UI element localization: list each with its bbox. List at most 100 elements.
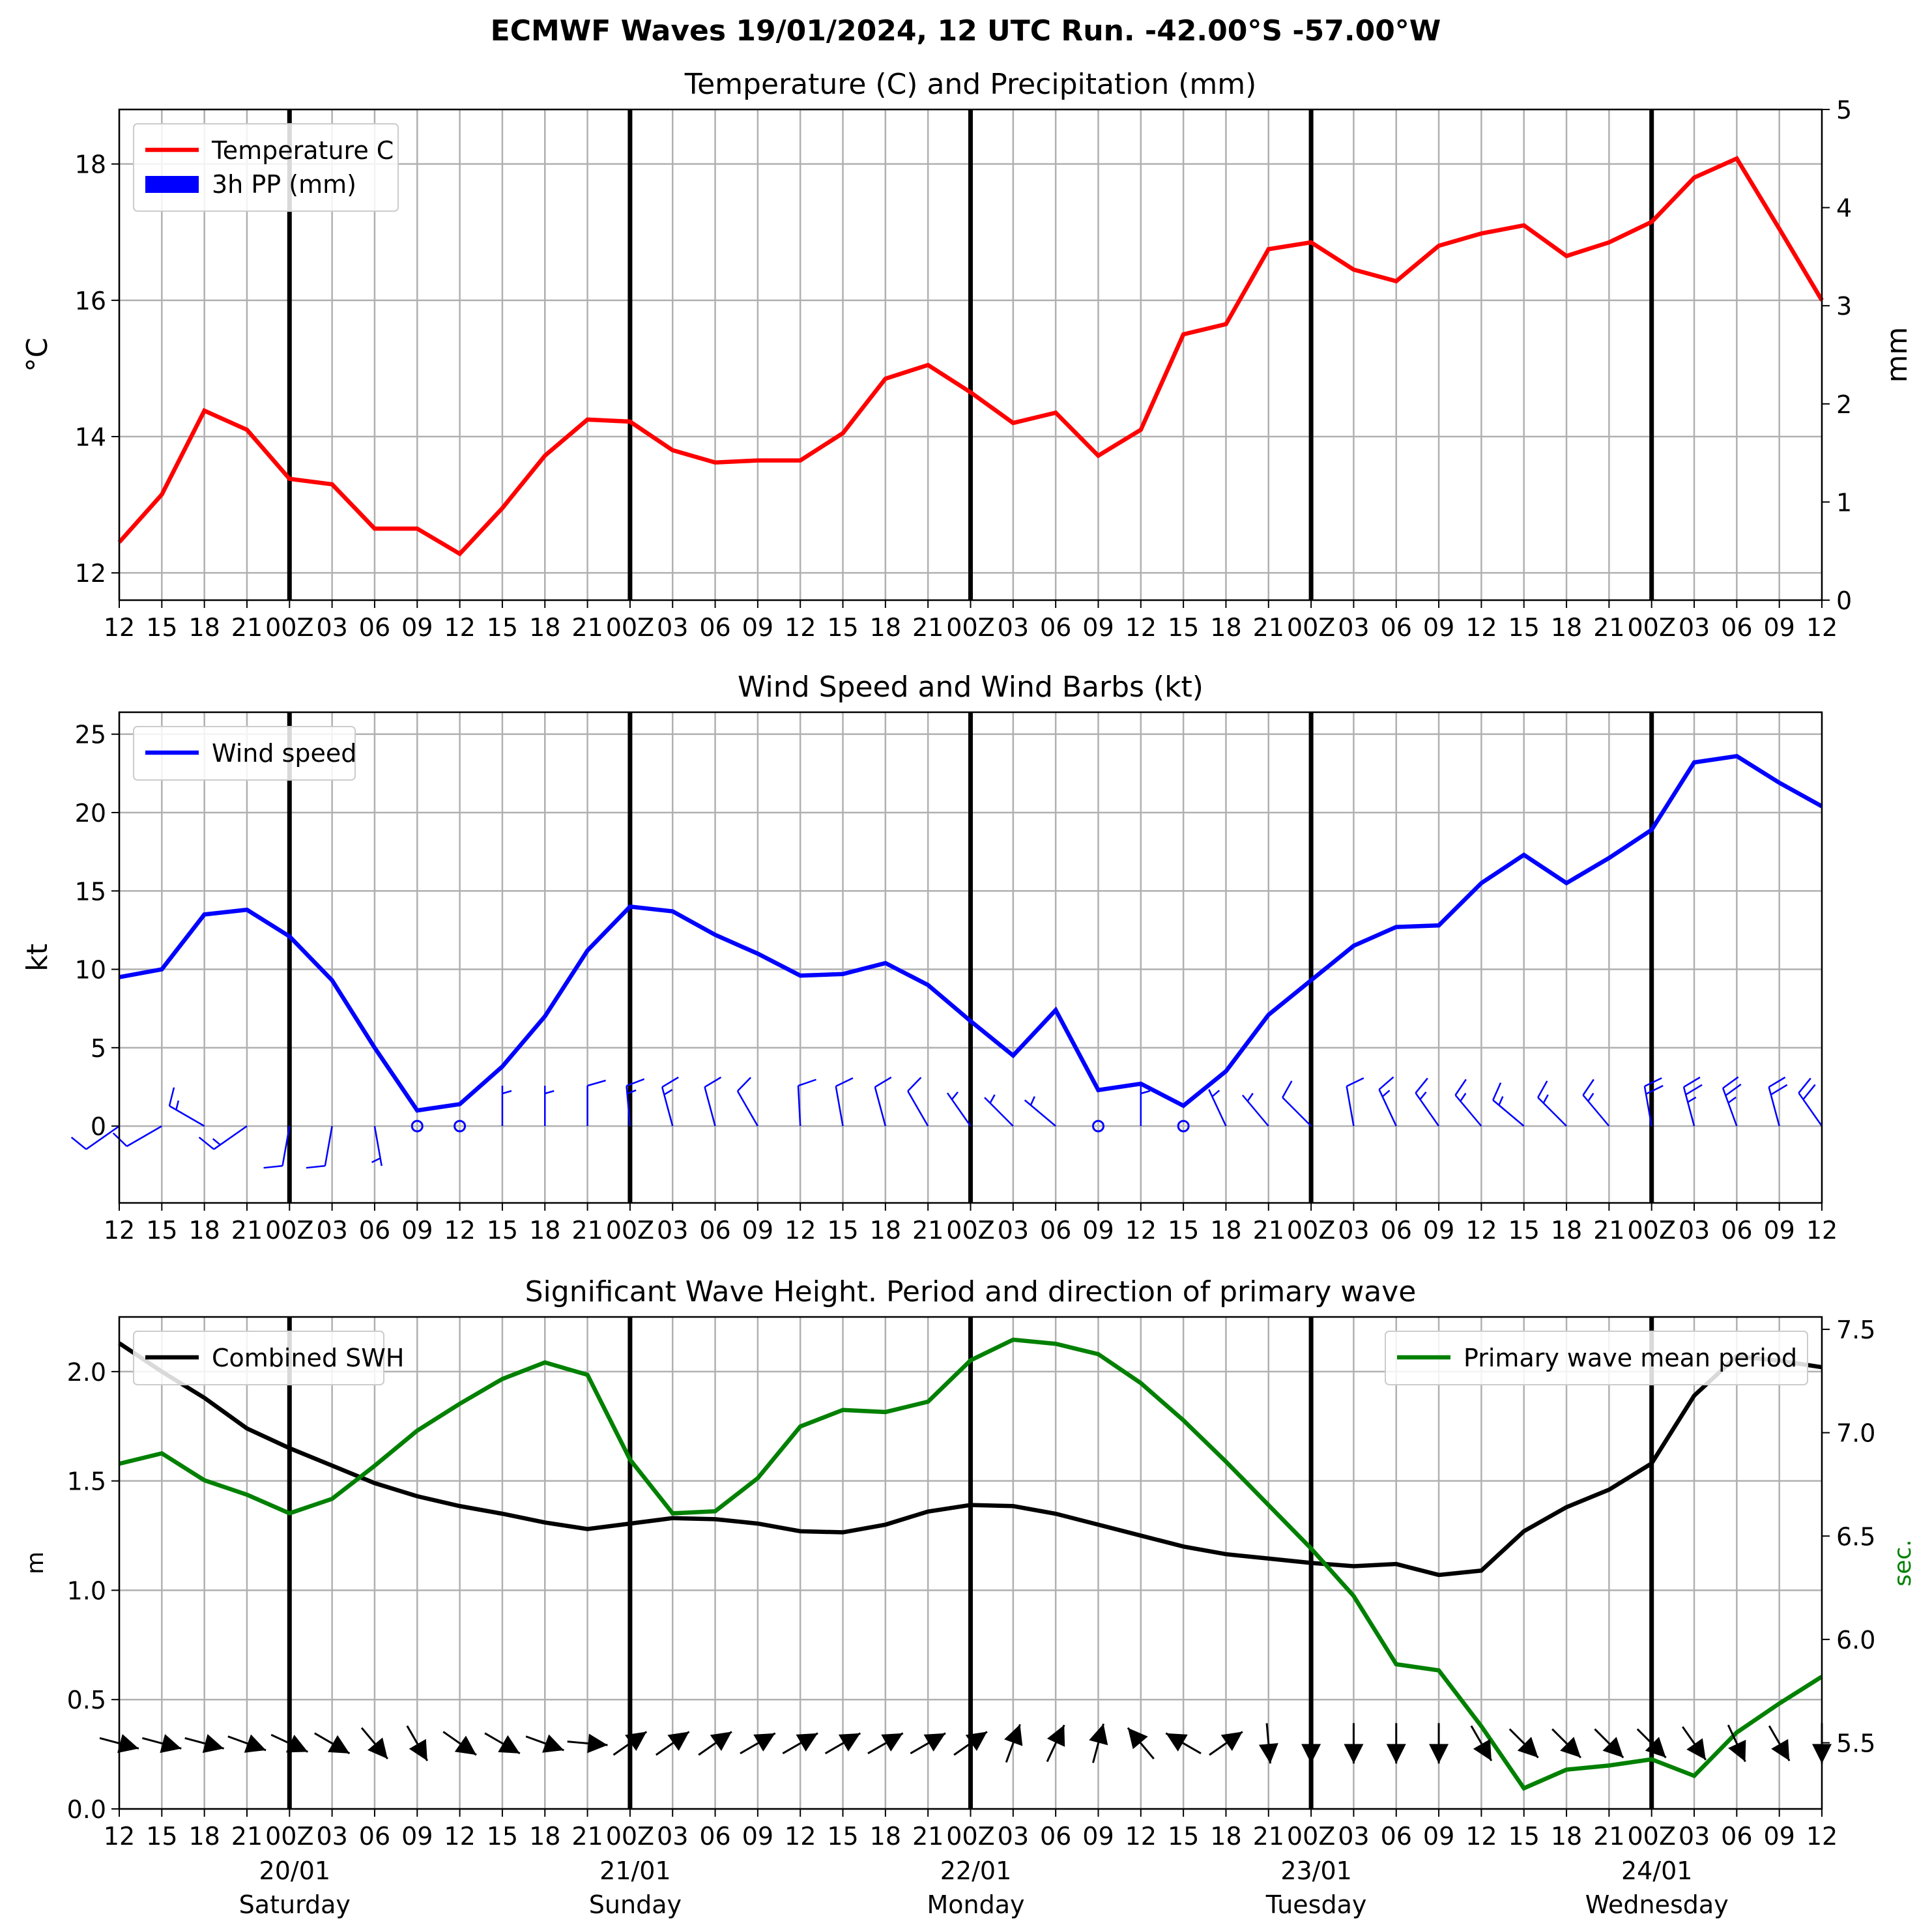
calm-circle: [1091, 1119, 1104, 1133]
arrow-head: [1344, 1744, 1364, 1764]
data-point: [543, 1361, 547, 1365]
x-tick-label: 12: [785, 1216, 816, 1245]
x-tick-label: 18: [529, 1216, 560, 1245]
chart-title: Significant Wave Height. Period and dire…: [525, 1275, 1417, 1308]
legend-label: 3h PP (mm): [212, 170, 356, 199]
data-point: [1309, 1561, 1313, 1565]
data-point: [1139, 1381, 1143, 1385]
wind-barb: [1454, 1078, 1482, 1127]
arrow-head: [923, 1733, 946, 1752]
y-tick-label: 15: [75, 877, 106, 906]
data-point: [756, 1476, 760, 1480]
barb-staff: [1798, 1092, 1823, 1127]
x-tick-label: 06: [1721, 1216, 1752, 1245]
wind-speed-line: [119, 753, 1823, 1113]
x-tick-label: 21: [1253, 1822, 1284, 1851]
x-tick-label: 09: [401, 1216, 433, 1245]
y-axis-label-right: mm: [1881, 327, 1914, 383]
barb-feather: [70, 1136, 87, 1150]
legend-patch: [145, 176, 199, 193]
legend-box: [133, 123, 399, 212]
wave-arrow: [1636, 1728, 1667, 1759]
data-point: [841, 1531, 845, 1535]
barb-staff: [1346, 1086, 1355, 1127]
data-point: [1267, 1013, 1271, 1017]
day-labels: 20/01 Saturday 21/01 Sunday 22/01 Monday 23/01…: [239, 1856, 1729, 1919]
wave-arrow: [1209, 1731, 1243, 1756]
x-tick-label: 18: [1551, 1216, 1582, 1245]
x-tick-label: 18: [870, 1216, 901, 1245]
data-point: [670, 448, 674, 452]
x-tick-label: 12: [1125, 1216, 1157, 1245]
wind-barb: [835, 1077, 854, 1127]
wave-arrow: [227, 1734, 267, 1753]
barb-half-feather: [1587, 1093, 1594, 1102]
wind-barb: [1091, 1119, 1104, 1133]
data-point: [1096, 1088, 1100, 1092]
barb-half-feather: [212, 1138, 221, 1146]
data-point: [1394, 925, 1398, 929]
x-tick-label: 21: [571, 1822, 603, 1851]
wind-barb: [1582, 1078, 1610, 1127]
data-point: [1309, 1546, 1313, 1550]
x-tick-label: 18: [188, 613, 220, 642]
x-tick-label: 12: [444, 1822, 475, 1851]
wind-barb: [1378, 1076, 1397, 1127]
wind-barb: [946, 1091, 972, 1127]
data-point: [841, 1408, 845, 1412]
x-tick-label: 15: [1168, 1822, 1199, 1851]
wind-barb: [70, 1125, 120, 1150]
barb-feather: [198, 1136, 214, 1150]
plot-frame: [118, 1316, 1823, 1810]
barb-half-feather: [1211, 1090, 1220, 1097]
x-tick-label: 15: [487, 1822, 518, 1851]
x-tick-label: 03: [1338, 613, 1369, 642]
data-point: [1351, 944, 1355, 947]
x-tick-label: 12: [104, 1216, 135, 1245]
wind-barb: [984, 1094, 1014, 1127]
barb-feather: [263, 1164, 283, 1169]
data-point: [1011, 421, 1015, 425]
wave-arrow: [1165, 1732, 1202, 1755]
arrow-head: [1602, 1737, 1624, 1758]
arrow-head: [1127, 1727, 1148, 1750]
wave-arrow: [1344, 1723, 1364, 1764]
x-tick-label: 12: [1806, 1822, 1838, 1851]
x-tick-label: 12: [104, 613, 135, 642]
x-tick-label: 06: [359, 1216, 390, 1245]
data-point: [500, 1377, 504, 1381]
data-point: [543, 454, 547, 457]
x-axis: 12 15 18 21 00Z 03 06 09 12 15 18 21 00Z 03 06 09 12 15 18…: [104, 600, 1838, 642]
data-point: [287, 1446, 291, 1450]
barb-half-feather: [371, 1157, 381, 1163]
data-point: [1479, 881, 1483, 885]
barb-staff: [1024, 1099, 1056, 1127]
arrow-head: [587, 1733, 608, 1754]
x-tick-label: 09: [1763, 613, 1795, 642]
arrow-head: [1686, 1738, 1706, 1760]
day-weekday-label: Monday: [927, 1890, 1024, 1919]
wave-arrow: [567, 1733, 608, 1754]
barb-feather: [661, 1076, 679, 1088]
wave-arrow: [1551, 1728, 1582, 1759]
data-point: [628, 420, 632, 424]
x-tick-label: 03: [657, 613, 688, 642]
x-tick-label: 21: [1593, 613, 1624, 642]
data-point: [586, 418, 590, 422]
x-tick-label: 15: [146, 613, 177, 642]
wind-barb: [797, 1078, 816, 1127]
arrow-head: [285, 1735, 308, 1753]
x-tick-label: 09: [1423, 613, 1454, 642]
x-tick-label: 12: [1806, 1216, 1838, 1245]
barb-half-feather: [1140, 1090, 1151, 1095]
data-point: [1437, 1668, 1441, 1672]
barb-feather: [736, 1076, 752, 1092]
x-tick-label: 15: [1168, 1216, 1199, 1245]
data-point: [373, 1464, 377, 1467]
data-point: [969, 1019, 973, 1023]
wind-barb: [501, 1086, 512, 1127]
wave-arrow: [1470, 1725, 1493, 1761]
x-tick-label: 00Z: [265, 1822, 313, 1851]
wave-arrow: [184, 1734, 224, 1754]
wind-barb: [1492, 1082, 1525, 1127]
